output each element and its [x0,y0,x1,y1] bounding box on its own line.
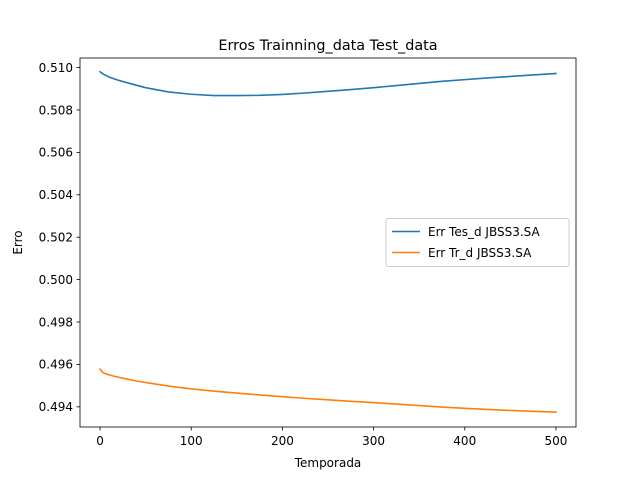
y-tick-label: 0.508 [39,103,73,117]
legend-box [385,218,570,267]
y-tick-label: 0.494 [39,400,73,414]
y-axis-title: Erro [11,230,25,254]
chart-title: Erros Trainning_data Test_data [218,38,437,54]
y-tick-label: 0.502 [39,230,73,244]
x-tick-label: 0 [96,434,104,448]
legend-label-1: Err Tes_d JBSS3.SA [428,225,540,239]
y-axis-ticks: 0.494 0.496 0.498 0.500 0.502 0.504 0.506 0.508… [39,61,80,414]
legend: Err Tes_d JBSS3.SA Err Tr_d JBSS3.SA [385,218,570,267]
x-tick-label: 100 [180,434,203,448]
y-tick-label: 0.506 [39,146,73,160]
series-line-2 [98,367,557,413]
x-axis-title: Temporada [294,456,362,470]
y-tick-label: 0.496 [39,358,73,372]
x-tick-label: 400 [453,434,476,448]
x-axis-ticks: 0 100 200 300 400 500 [96,427,567,448]
legend-label-2: Err Tr_d JBSS3.SA [428,246,532,260]
plot-frame [79,57,577,428]
x-tick-label: 300 [362,434,385,448]
y-tick-label: 0.498 [39,315,73,329]
series-line-1 [98,70,557,97]
y-tick-label: 0.510 [39,61,73,75]
x-tick-label: 200 [271,434,294,448]
y-tick-label: 0.504 [39,188,73,202]
y-tick-label: 0.500 [39,273,73,287]
x-tick-label: 500 [544,434,567,448]
plot-lines [98,70,557,413]
